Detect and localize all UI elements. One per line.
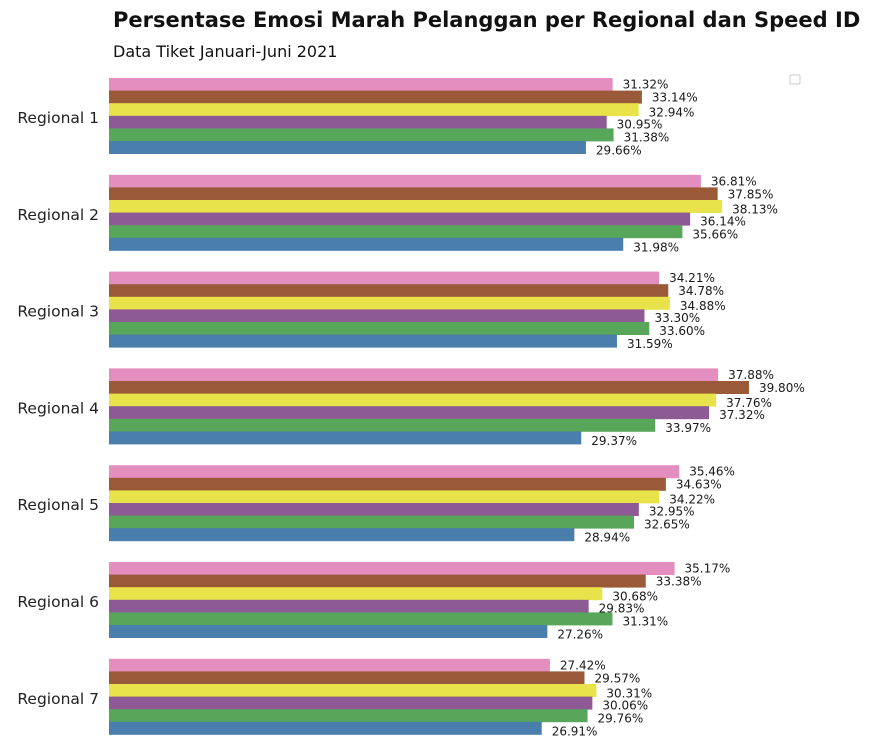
value-labels-layer: 31.32%33.14%32.94%30.95%31.38%29.66% 36.8… bbox=[552, 78, 805, 739]
bar bbox=[109, 587, 603, 601]
bar bbox=[109, 174, 701, 188]
category-label: Regional 7 bbox=[17, 690, 99, 708]
data-label: 27.42% bbox=[560, 658, 606, 672]
bar bbox=[109, 599, 589, 613]
data-label: 31.38% bbox=[624, 131, 670, 145]
bars-layer bbox=[109, 78, 749, 735]
data-label: 36.14% bbox=[700, 214, 746, 228]
data-label: 33.14% bbox=[652, 91, 698, 105]
bar bbox=[109, 322, 650, 335]
bar bbox=[109, 406, 710, 420]
data-label: 35.17% bbox=[685, 562, 731, 576]
data-label: 31.31% bbox=[622, 615, 668, 629]
data-label: 38.13% bbox=[732, 202, 778, 216]
data-label: 30.95% bbox=[617, 118, 663, 132]
category-label: Regional 3 bbox=[17, 303, 99, 321]
data-label: 32.65% bbox=[644, 518, 690, 532]
data-label: 34.63% bbox=[676, 478, 722, 492]
category-labels-layer: Regional 1 Regional 2 Regional 3 Regional 4… bbox=[17, 109, 99, 708]
chart-subtitle: Data Tiket Januari-Juni 2021 bbox=[113, 42, 338, 61]
data-label: 28.94% bbox=[584, 531, 630, 545]
data-label: 37.32% bbox=[719, 408, 765, 422]
bar bbox=[109, 381, 749, 394]
bar bbox=[109, 574, 646, 588]
data-label: 34.78% bbox=[678, 284, 724, 298]
category-label: Regional 1 bbox=[17, 109, 99, 127]
bar bbox=[109, 334, 617, 348]
bar bbox=[109, 503, 639, 516]
bar bbox=[109, 368, 719, 382]
data-label: 31.32% bbox=[623, 78, 669, 92]
bar bbox=[109, 490, 660, 504]
bar bbox=[109, 237, 624, 251]
bar bbox=[109, 671, 585, 685]
category-label: Regional 4 bbox=[17, 399, 99, 417]
legend-box[interactable] bbox=[789, 74, 801, 85]
bar bbox=[109, 141, 586, 154]
bar bbox=[109, 528, 575, 542]
bar bbox=[109, 309, 645, 323]
bar bbox=[109, 115, 607, 129]
data-label: 29.57% bbox=[594, 671, 640, 685]
data-label: 29.83% bbox=[599, 602, 645, 616]
bar bbox=[109, 78, 613, 91]
data-label: 34.22% bbox=[669, 493, 715, 507]
bar bbox=[109, 271, 660, 285]
bar bbox=[109, 296, 670, 310]
chart-title: Persentase Emosi Marah Pelanggan per Reg… bbox=[113, 8, 861, 32]
bar bbox=[109, 225, 683, 239]
data-label: 29.37% bbox=[591, 434, 637, 448]
data-label: 32.95% bbox=[649, 505, 695, 519]
data-label: 27.26% bbox=[557, 628, 603, 642]
bar bbox=[109, 625, 548, 638]
data-label: 30.31% bbox=[606, 686, 652, 700]
bar bbox=[109, 418, 656, 432]
data-label: 33.60% bbox=[659, 324, 705, 338]
data-label: 35.66% bbox=[692, 227, 738, 241]
bar bbox=[109, 709, 588, 723]
bar bbox=[109, 103, 639, 117]
bar bbox=[109, 90, 642, 104]
data-label: 33.97% bbox=[665, 421, 711, 435]
bar bbox=[109, 658, 550, 672]
data-label: 31.98% bbox=[633, 240, 679, 254]
bar bbox=[109, 515, 635, 529]
bar bbox=[109, 696, 593, 710]
data-label: 33.30% bbox=[654, 311, 700, 325]
data-label: 35.46% bbox=[689, 465, 735, 479]
bar bbox=[109, 465, 680, 479]
data-label: 36.81% bbox=[711, 174, 757, 188]
data-label: 29.76% bbox=[598, 711, 644, 725]
data-label: 34.21% bbox=[669, 271, 715, 285]
category-label: Regional 6 bbox=[17, 593, 99, 611]
data-label: 32.94% bbox=[649, 106, 695, 120]
bar bbox=[109, 477, 666, 491]
data-label: 29.66% bbox=[596, 144, 642, 158]
bar bbox=[109, 684, 597, 697]
data-label: 31.59% bbox=[627, 337, 673, 351]
bar bbox=[109, 200, 723, 213]
bar bbox=[109, 128, 614, 142]
bar bbox=[109, 562, 675, 575]
bar bbox=[109, 284, 669, 298]
data-label: 37.76% bbox=[726, 396, 772, 410]
bar bbox=[109, 612, 613, 626]
data-label: 30.68% bbox=[612, 590, 658, 604]
category-label: Regional 5 bbox=[17, 496, 99, 514]
category-label: Regional 2 bbox=[17, 206, 99, 224]
bar bbox=[109, 187, 718, 201]
bar bbox=[109, 212, 691, 226]
data-label: 37.88% bbox=[728, 368, 774, 382]
data-label: 30.06% bbox=[602, 698, 648, 712]
data-label: 39.80% bbox=[759, 381, 805, 395]
bar bbox=[109, 721, 542, 735]
bar bbox=[109, 393, 717, 407]
data-label: 33.38% bbox=[656, 575, 702, 589]
data-label: 26.91% bbox=[552, 724, 598, 738]
bar bbox=[109, 431, 582, 445]
data-label: 37.85% bbox=[728, 187, 774, 201]
data-label: 34.88% bbox=[680, 299, 726, 313]
